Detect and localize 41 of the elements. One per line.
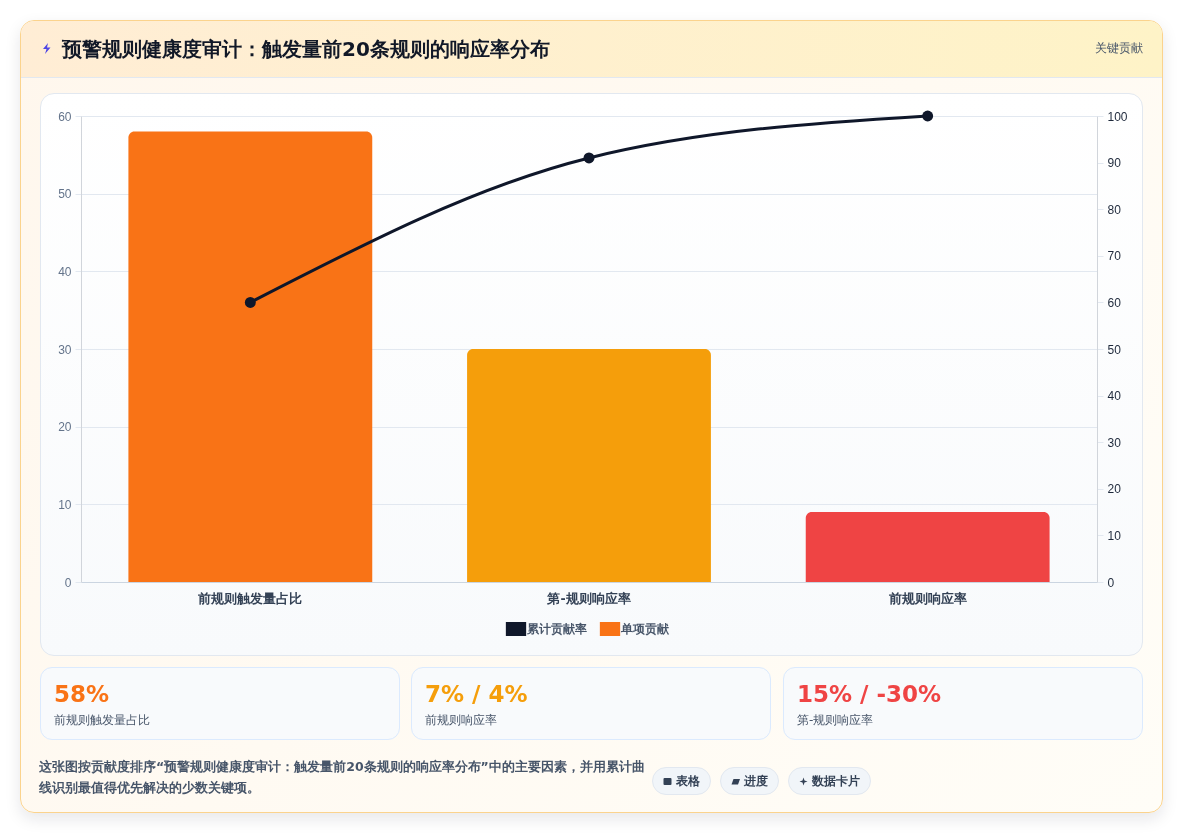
y-tick-label: 60 <box>58 109 72 124</box>
bar <box>128 131 373 582</box>
y2-tick-label: 30 <box>1107 435 1122 450</box>
y-tick-label: 20 <box>58 420 72 435</box>
y-tick-label: 10 <box>58 497 72 512</box>
point <box>244 296 256 308</box>
x-tick-label: 第-规则响应率 <box>546 590 631 606</box>
text: 表格 <box>676 772 700 790</box>
point <box>922 110 934 122</box>
x-tick-label: 前规则响应率 <box>887 590 967 606</box>
y-tick-label: 40 <box>58 264 72 279</box>
text: 7% / 4% <box>425 680 528 708</box>
y2-tick-label: 10 <box>1107 528 1122 543</box>
text: 前规则触发量占比 <box>54 712 150 728</box>
y2-tick-label: 50 <box>1107 342 1122 357</box>
point <box>583 152 595 164</box>
chart-title: 预警规则健康度审计：触发量前20条规则的响应率分布 <box>62 36 550 62</box>
text: 数据卡片 <box>812 772 860 790</box>
bar <box>467 349 711 582</box>
y-tick-label: 30 <box>58 342 72 357</box>
y2-tick-label: 40 <box>1107 389 1122 404</box>
legend-label: 累计贡献率 <box>526 622 587 636</box>
text: 15% / -30% <box>797 680 942 708</box>
text: 前规则响应率 <box>425 712 497 728</box>
y2-tick-label: 80 <box>1107 202 1122 217</box>
y2-tick-label: 100 <box>1107 109 1128 124</box>
y-tick-label: 0 <box>64 575 72 590</box>
text: 第-规则响应率 <box>797 712 874 728</box>
text: 这张图按贡献度排序“预警规则健康度审计：触发量前20条规则的响应率分布”中的主要因素，并用累计曲线识别最值得优先解决的少数关键项。 <box>39 758 646 797</box>
bar <box>805 512 1050 582</box>
legend-label: 单项贡献 <box>620 622 670 636</box>
y2-tick-label: 20 <box>1107 482 1122 497</box>
y2-tick-label: 70 <box>1107 249 1122 264</box>
text: 进度 <box>744 772 768 790</box>
y2-tick-label: 0 <box>1107 575 1115 590</box>
y2-tick-label: 60 <box>1107 295 1122 310</box>
y2-tick-label: 90 <box>1107 156 1122 171</box>
text: 关键贡献 <box>1095 40 1143 57</box>
y-tick-label: 50 <box>58 187 72 202</box>
x-tick-label: 前规则触发量占比 <box>197 590 303 606</box>
text: 58% <box>54 680 110 708</box>
